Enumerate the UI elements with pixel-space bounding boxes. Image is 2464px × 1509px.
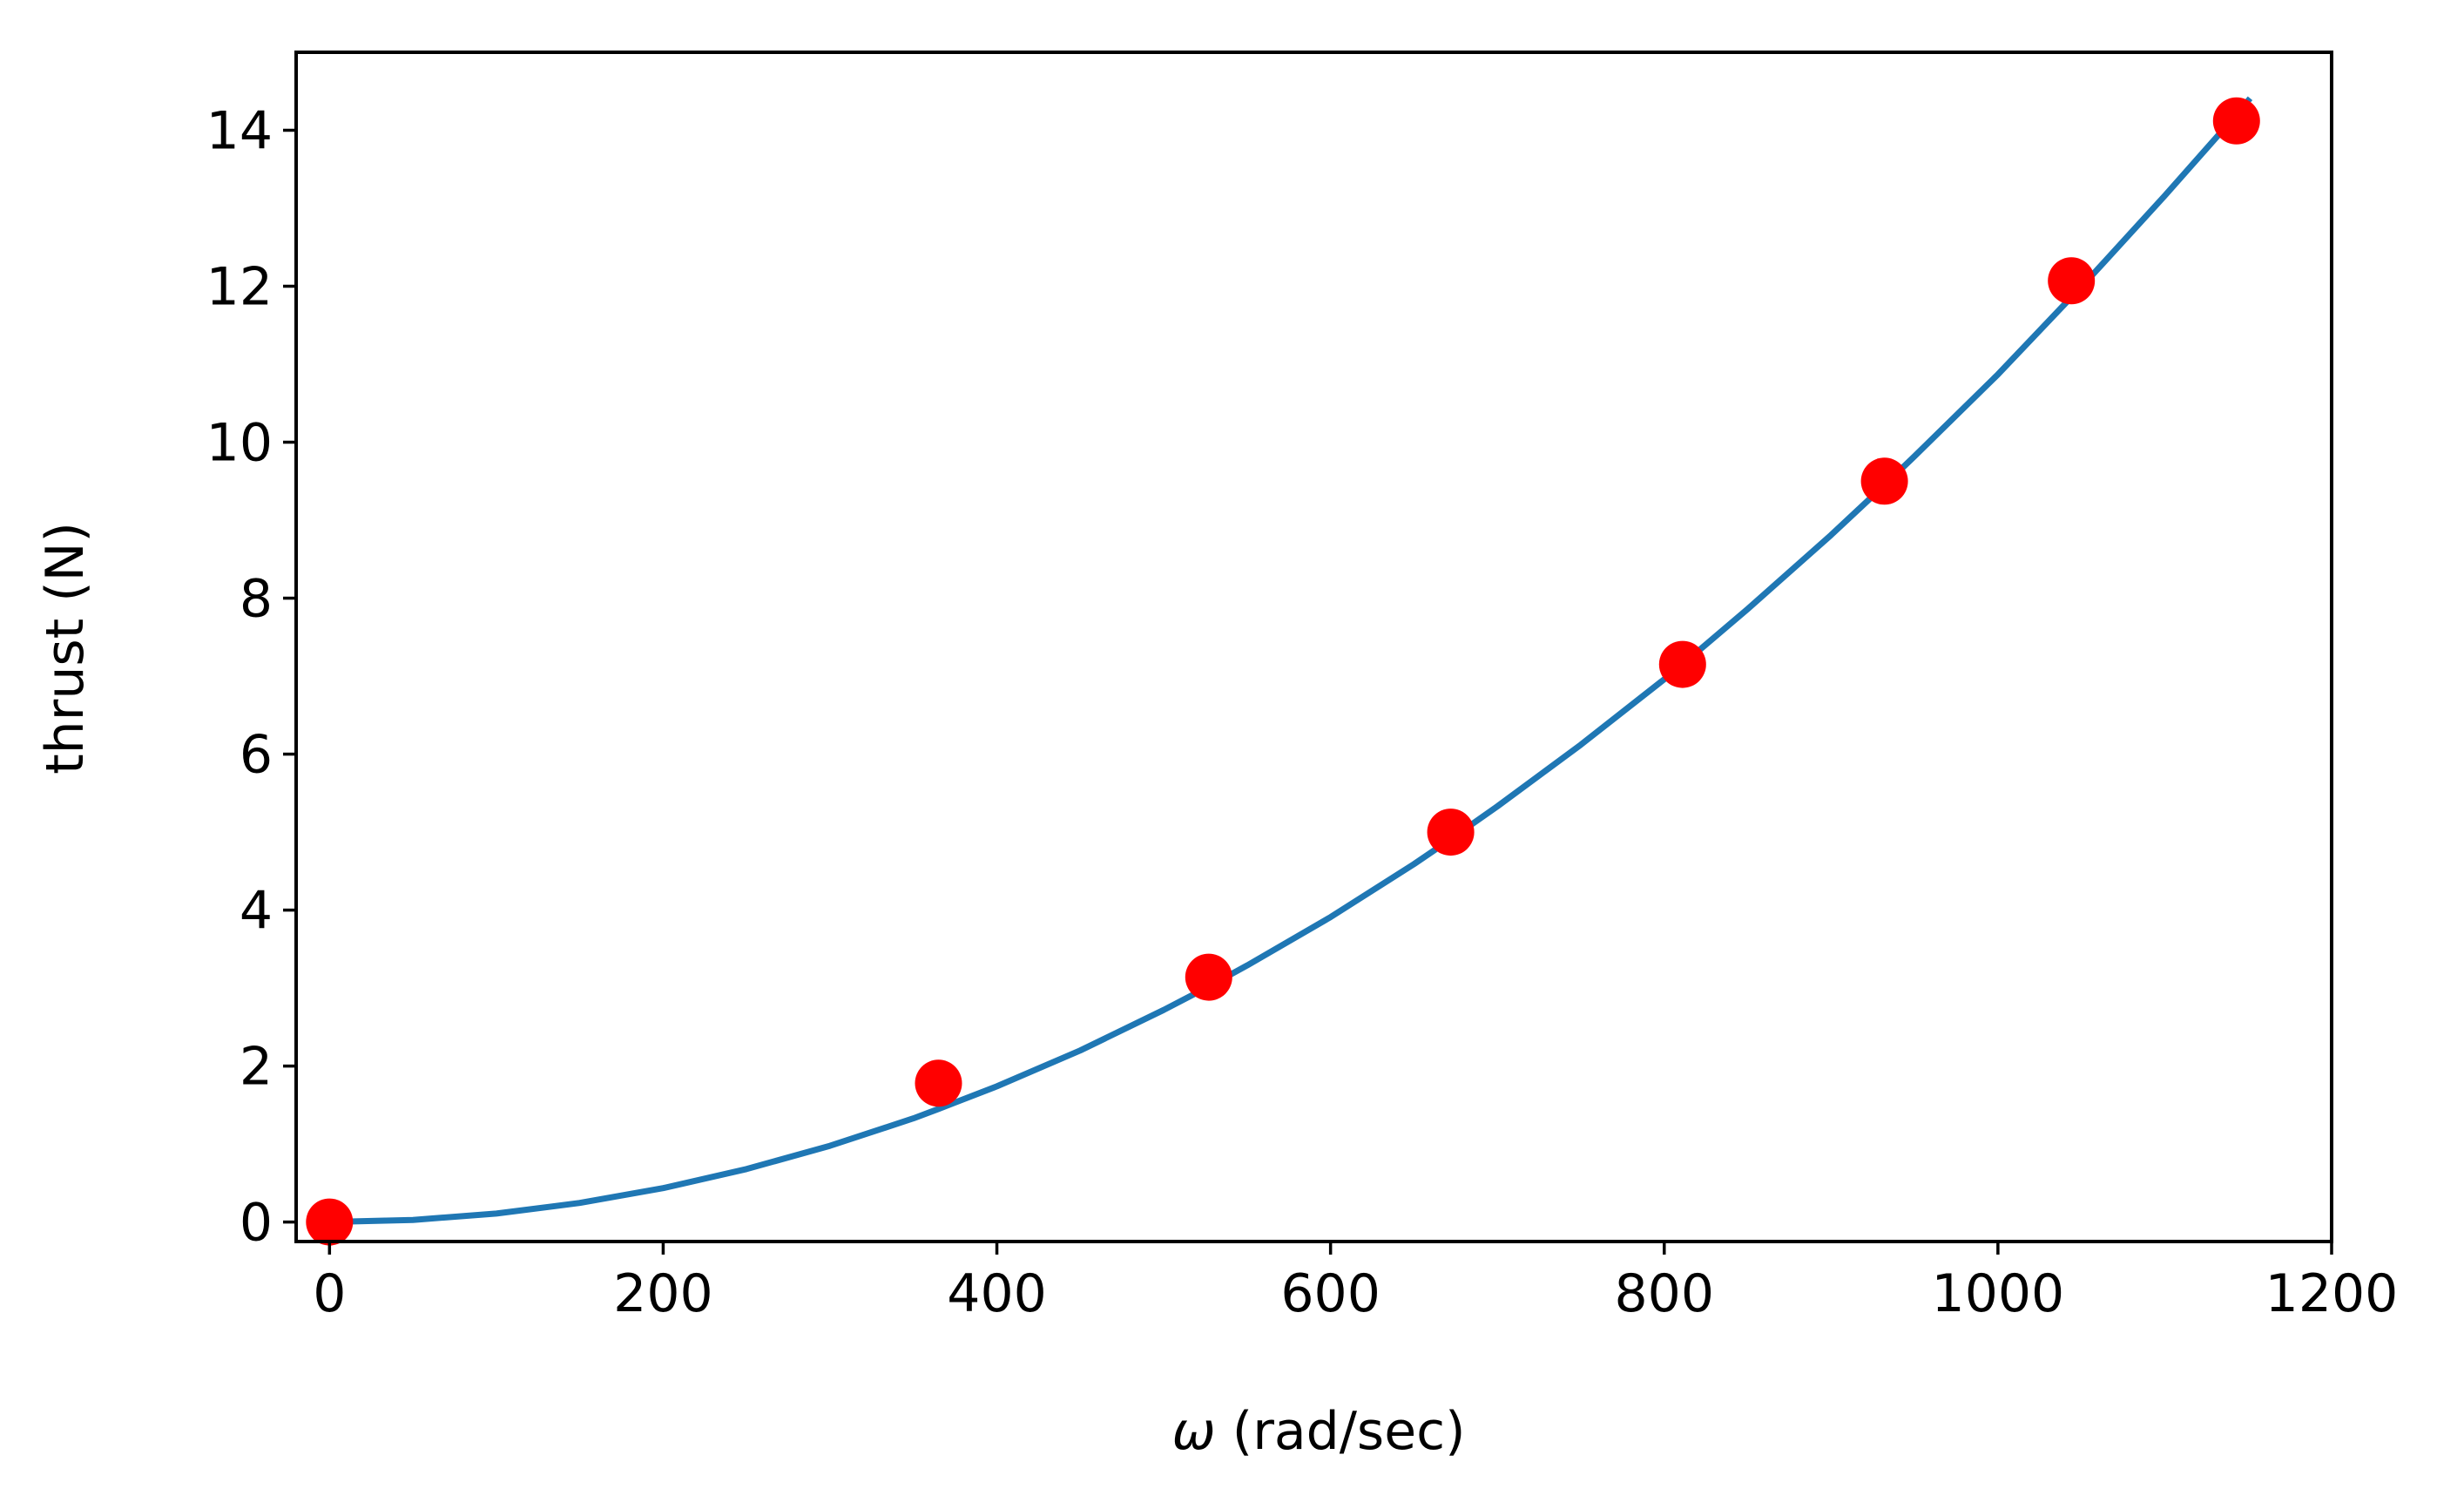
- x-tick-label: 1000: [1932, 1263, 2065, 1324]
- data-point: [915, 1059, 962, 1107]
- plot-frame: [294, 51, 2333, 1243]
- data-point: [306, 1198, 354, 1246]
- y-tick-label: 0: [240, 1193, 273, 1254]
- x-tick-label: 200: [613, 1263, 713, 1324]
- plot-marks: [306, 96, 2260, 1246]
- data-point: [1860, 457, 1908, 505]
- data-point: [1427, 809, 1475, 856]
- x-tick-label: 1200: [2265, 1263, 2399, 1324]
- y-tick-label: 14: [206, 101, 273, 162]
- x-tick-label: 800: [1615, 1263, 1715, 1324]
- y-tick-label: 8: [240, 569, 273, 630]
- axes: 0 200 400 600 800 1000 1200 0 2 4 6 8 10 12 14: [206, 51, 2399, 1324]
- data-point: [2048, 257, 2096, 305]
- y-tick-label: 4: [240, 881, 273, 942]
- y-axis-label: thrust (N): [35, 522, 96, 775]
- x-tick-label: 0: [313, 1263, 346, 1324]
- x-axis-label: ω (rad/sec): [1171, 1401, 1465, 1462]
- fit-curve-line: [326, 96, 2253, 1226]
- y-tick-label: 12: [206, 257, 273, 318]
- y-tick-label: 2: [240, 1037, 273, 1098]
- data-point: [1185, 953, 1232, 1001]
- x-axis-label-text: (rad/sec): [1216, 1401, 1466, 1462]
- data-point: [1658, 640, 1706, 688]
- y-tick-label: 6: [240, 725, 273, 786]
- y-tick-label: 10: [206, 413, 273, 474]
- data-point: [2212, 97, 2260, 145]
- x-tick-label: 600: [1280, 1263, 1381, 1324]
- x-tick-label: 400: [947, 1263, 1047, 1324]
- x-axis-label-symbol: ω: [1171, 1401, 1215, 1462]
